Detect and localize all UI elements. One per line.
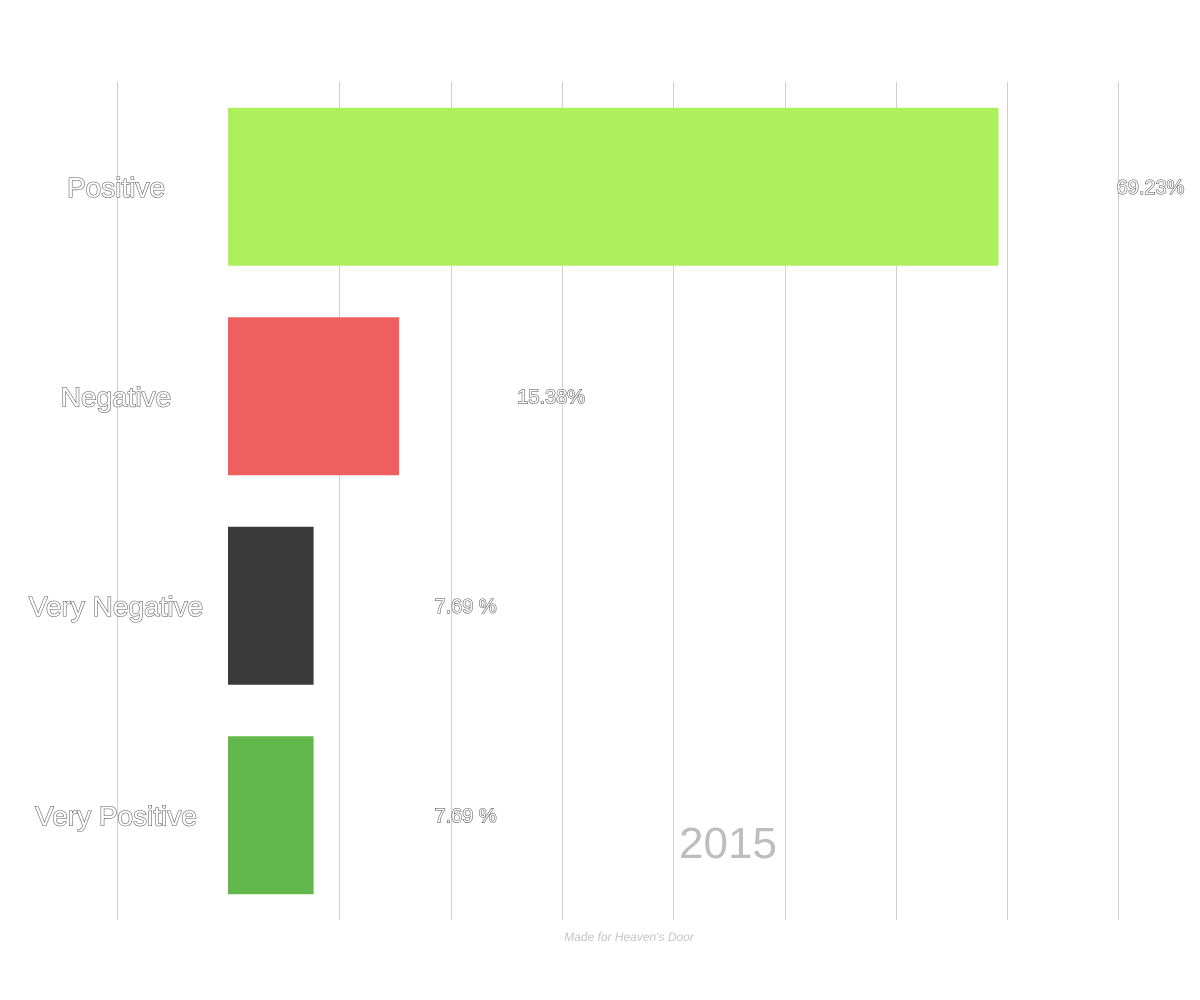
category-label: Negative <box>61 381 172 412</box>
data-label: 15.38% <box>517 386 585 408</box>
data-label: 7.69 % <box>434 596 496 618</box>
bar <box>228 317 400 476</box>
bar <box>228 736 314 895</box>
data-label: 69.23% <box>1117 177 1185 199</box>
category-label: Very Positive <box>35 800 197 831</box>
bar <box>228 526 314 685</box>
value-labels: 69.23% 15.38% 7.69 % 7.69 % <box>434 176 1185 828</box>
category-labels: Positive Negative Very Negative Very Positi… <box>28 171 203 832</box>
category-label: Positive <box>67 172 165 203</box>
credit-text: Made for Heaven's Door <box>564 930 695 944</box>
data-label: 7.69 % <box>434 805 496 827</box>
category-label: Very Negative <box>29 591 203 622</box>
bar <box>228 107 999 266</box>
year-annotation: 2015 <box>679 819 777 868</box>
bars <box>228 107 999 895</box>
